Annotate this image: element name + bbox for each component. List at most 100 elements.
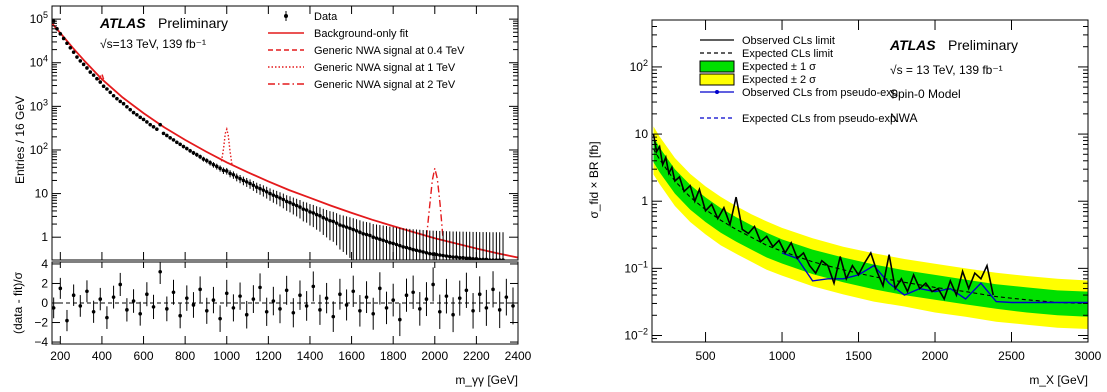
data-point — [441, 253, 445, 258]
residual-point — [91, 309, 96, 314]
data-point — [224, 169, 229, 173]
data-point — [378, 237, 382, 241]
residual-point — [344, 303, 349, 307]
legend-entry: Background-only fit — [314, 28, 408, 40]
residual-point — [271, 299, 276, 303]
data-point — [61, 36, 66, 41]
data-point — [444, 254, 449, 258]
residual-point — [125, 308, 129, 312]
data-point — [324, 217, 329, 221]
limit-legend-entry: Expected ± 2 σ — [742, 74, 816, 86]
residual-point — [304, 304, 309, 308]
data-point — [311, 211, 316, 215]
data-point — [254, 185, 259, 190]
limit-y-tick-label: 10−1 — [624, 259, 648, 275]
data-point — [248, 181, 252, 186]
limit-legend-swatch — [699, 60, 735, 73]
data-point — [351, 227, 356, 232]
data-point — [388, 240, 392, 245]
data-point — [101, 84, 106, 88]
data-point — [88, 70, 93, 74]
data-point — [344, 225, 349, 229]
data-point — [158, 122, 162, 127]
residual-point — [391, 298, 395, 302]
data-point — [141, 117, 146, 122]
residual-point — [145, 292, 149, 297]
residual-y-tick-label: 0 — [41, 296, 48, 310]
legend-entry: Generic NWA signal at 0.4 TeV — [314, 45, 465, 57]
residual-x-tick-label: 800 — [175, 349, 195, 363]
residual-point — [178, 313, 182, 318]
residual-y-tick-label: 4 — [41, 257, 48, 271]
atlas-label-right: ATLAS — [889, 37, 936, 53]
residual-point — [65, 318, 69, 323]
residual-point — [258, 285, 262, 290]
data-point — [135, 113, 139, 117]
data-point — [261, 188, 266, 192]
data-point — [251, 183, 256, 188]
limit-y-tick-label: 10 — [635, 127, 649, 141]
residual-point — [284, 288, 289, 293]
residual-point — [411, 290, 415, 295]
data-point — [271, 193, 276, 197]
data-point — [361, 231, 366, 236]
residual-point — [338, 292, 342, 297]
data-point — [65, 41, 69, 46]
spectrum-y-tick-label: 102 — [30, 141, 48, 157]
residual-point — [85, 289, 89, 294]
residual-x-tick-label: 1000 — [213, 349, 240, 363]
data-point — [301, 207, 306, 211]
spectrum-y-tick-label: 10 — [35, 187, 49, 201]
data-point — [108, 90, 113, 95]
residual-point — [444, 294, 449, 298]
spectrum-marks — [52, 19, 518, 260]
data-point — [241, 178, 246, 183]
limit-x-tick-label: 500 — [696, 349, 716, 363]
residual-point — [351, 289, 356, 294]
data-point — [288, 200, 292, 205]
limit-x-tick-label: 1500 — [845, 349, 872, 363]
residual-point — [384, 306, 389, 310]
limit-y-label: σ_fid × BR [fb] — [587, 141, 601, 218]
data-point — [484, 257, 489, 260]
residual-point — [437, 309, 442, 314]
limit-x-ticks: 500 1000 1500 2000 2500 3000 — [696, 20, 1102, 363]
data-point — [408, 246, 412, 251]
data-point — [341, 224, 346, 228]
residual-point — [311, 284, 316, 289]
limit-legend-entry: Observed CLs from pseudo-exp. — [742, 87, 901, 99]
data-point — [95, 76, 99, 81]
data-point — [145, 120, 149, 124]
residual-point — [251, 297, 256, 301]
data-point — [487, 258, 492, 260]
data-point — [461, 255, 465, 260]
residual-point — [158, 269, 162, 274]
data-point — [401, 245, 405, 249]
residual-x-label: m_γγ [GeV] — [455, 373, 518, 387]
limit-panel: 10−2 10−1 1 10 102 500 1000 1500 2000 2500 3000 σ… — [587, 19, 1102, 387]
residual-point — [464, 288, 469, 293]
residual-point — [497, 308, 502, 312]
data-point — [204, 158, 209, 163]
data-point — [437, 253, 442, 257]
residual-point — [204, 309, 209, 313]
limit-legend-entry: Observed CLs limit — [742, 35, 835, 47]
residual-point — [378, 286, 382, 291]
data-point — [334, 221, 339, 225]
data-point — [481, 257, 485, 260]
residual-point — [171, 290, 176, 295]
data-point — [171, 138, 176, 142]
legend-data-marker — [284, 14, 288, 18]
residual-point — [198, 287, 202, 292]
data-point — [431, 252, 435, 256]
data-point — [314, 212, 319, 217]
data-point — [391, 241, 395, 246]
limit-marks — [652, 126, 1088, 330]
limit-x-tick-label: 1000 — [769, 349, 796, 363]
data-point — [331, 219, 336, 224]
data-point — [404, 245, 409, 250]
residual-y-tick-label: −2 — [34, 316, 48, 330]
residual-x-ticks: 200 400 600 800 1000 1200 1400 1600 1800 2000 2200… — [50, 262, 532, 363]
energy-label-left: √s=13 TeV, 139 fb⁻¹ — [100, 37, 206, 51]
